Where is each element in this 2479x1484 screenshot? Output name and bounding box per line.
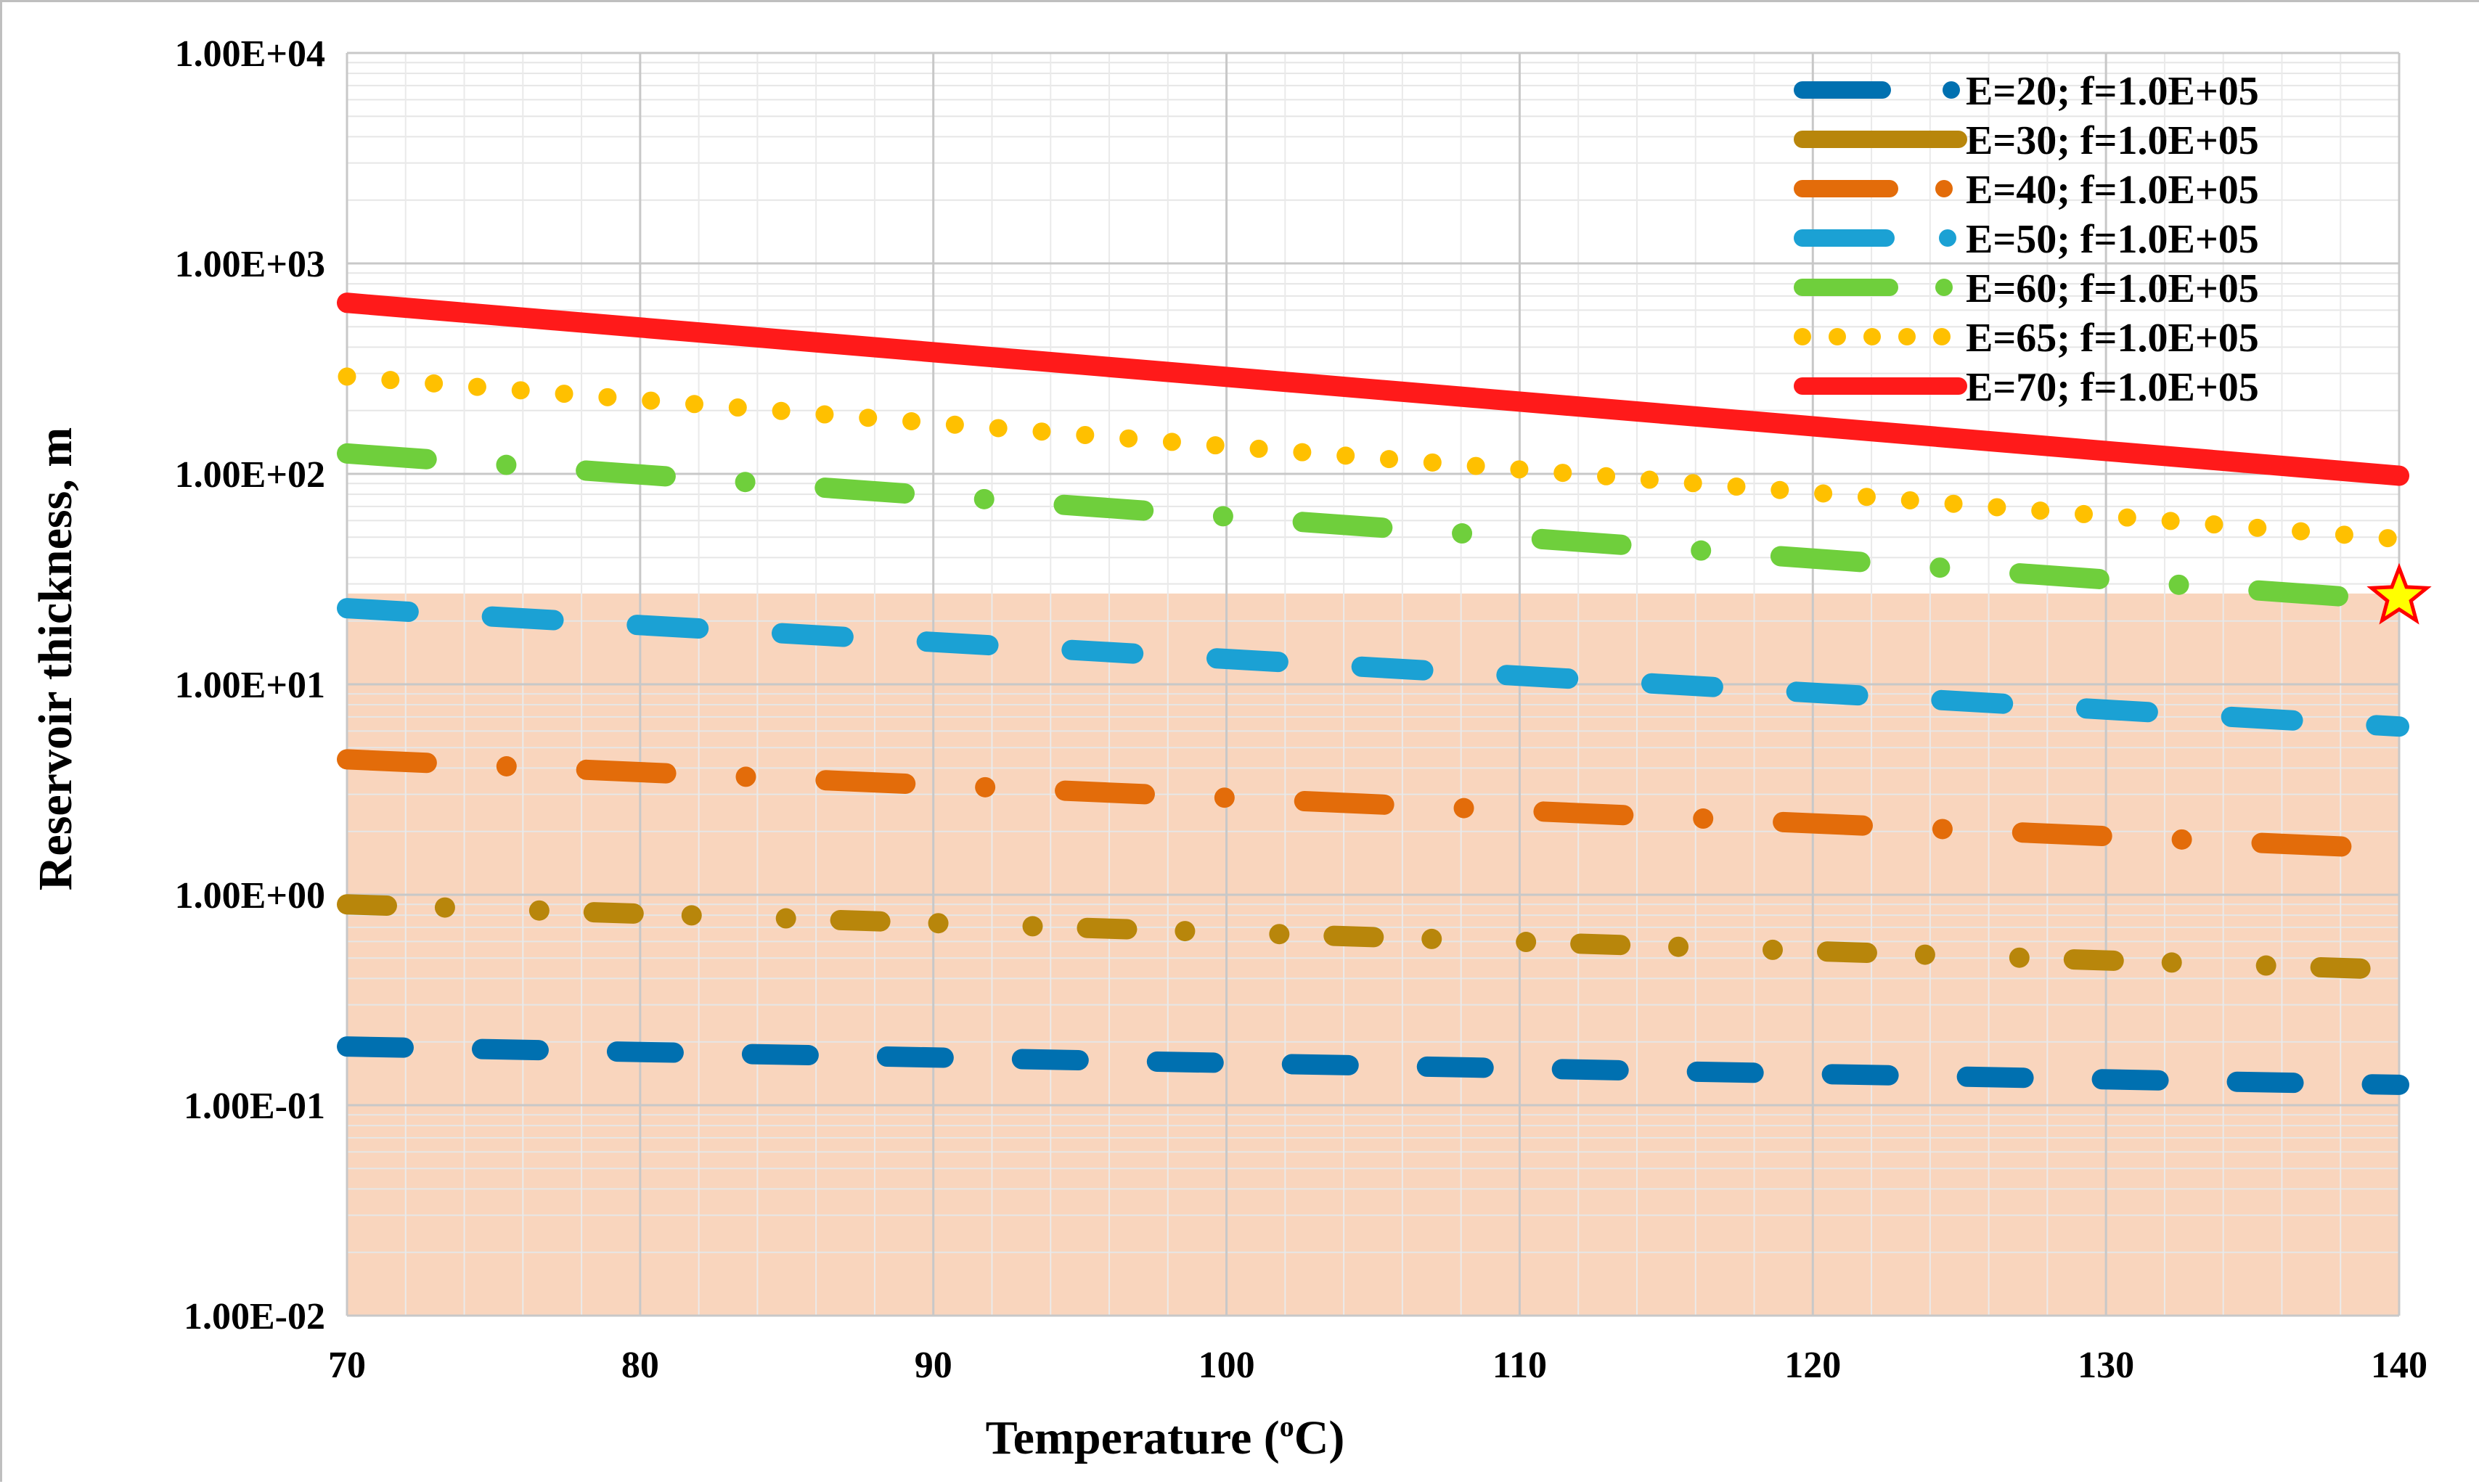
x-axis-title: Temperature (oC) [986, 1410, 1345, 1464]
legend-label-1: E=20; f=1.0E+05 [1966, 69, 2259, 114]
y-tick-label: 1.00E+00 [175, 875, 325, 917]
legend-label-7: E=70; f=1.0E+05 [1966, 365, 2259, 410]
x-tick-label: 120 [1784, 1345, 1841, 1386]
series-group [337, 292, 2409, 1095]
y-axis-title: Reservoir thickness, m [29, 427, 82, 891]
x-tick-label: 70 [328, 1345, 366, 1386]
legend-label-3: E=40; f=1.0E+05 [1966, 168, 2259, 213]
y-tick-label: 1.00E+04 [175, 33, 325, 75]
x-tick-label: 140 [2371, 1345, 2427, 1386]
y-tick-label: 1.00E-01 [184, 1086, 325, 1127]
y-tick-label: 1.00E-02 [184, 1296, 325, 1337]
series-line-2 [337, 894, 2409, 980]
marker-group [2366, 562, 2432, 625]
x-tick-label: 100 [1198, 1345, 1255, 1386]
x-tick-label: 130 [2078, 1345, 2134, 1386]
legend-label-4: E=50; f=1.0E+05 [1966, 217, 2259, 262]
legend-label-5: E=60; f=1.0E+05 [1966, 266, 2259, 311]
legend-label-2: E=30; f=1.0E+05 [1966, 118, 2259, 163]
y-tick-label: 1.00E+03 [175, 244, 325, 285]
series-line-7 [337, 292, 2409, 486]
x-tick-label: 80 [621, 1345, 659, 1386]
series-line-4 [337, 598, 2409, 737]
legend-label-6: E=65; f=1.0E+05 [1966, 316, 2259, 361]
series-line-3 [337, 749, 2409, 859]
x-tick-labels: 70 80 90 100 110 120 130 140 [328, 1345, 2427, 1386]
x-tick-label: 110 [1492, 1345, 1547, 1386]
legend: E=20; f=1.0E+05E=30; f=1.0E+05 E=40; f=1.… [1794, 69, 2259, 410]
shaded-region-group [347, 593, 2399, 1316]
shaded-region [347, 593, 2399, 1316]
series-line-5 [337, 443, 2409, 611]
x-tick-label: 90 [915, 1345, 952, 1386]
y-tick-labels: 1.00E-02 1.00E-01 1.00E+00 1.00E+01 1.00E+02… [175, 33, 325, 1337]
y-tick-label: 1.00E+01 [175, 665, 325, 706]
star-marker [2366, 562, 2432, 625]
y-tick-label: 1.00E+02 [175, 454, 325, 496]
series-line-6 [338, 367, 2409, 549]
